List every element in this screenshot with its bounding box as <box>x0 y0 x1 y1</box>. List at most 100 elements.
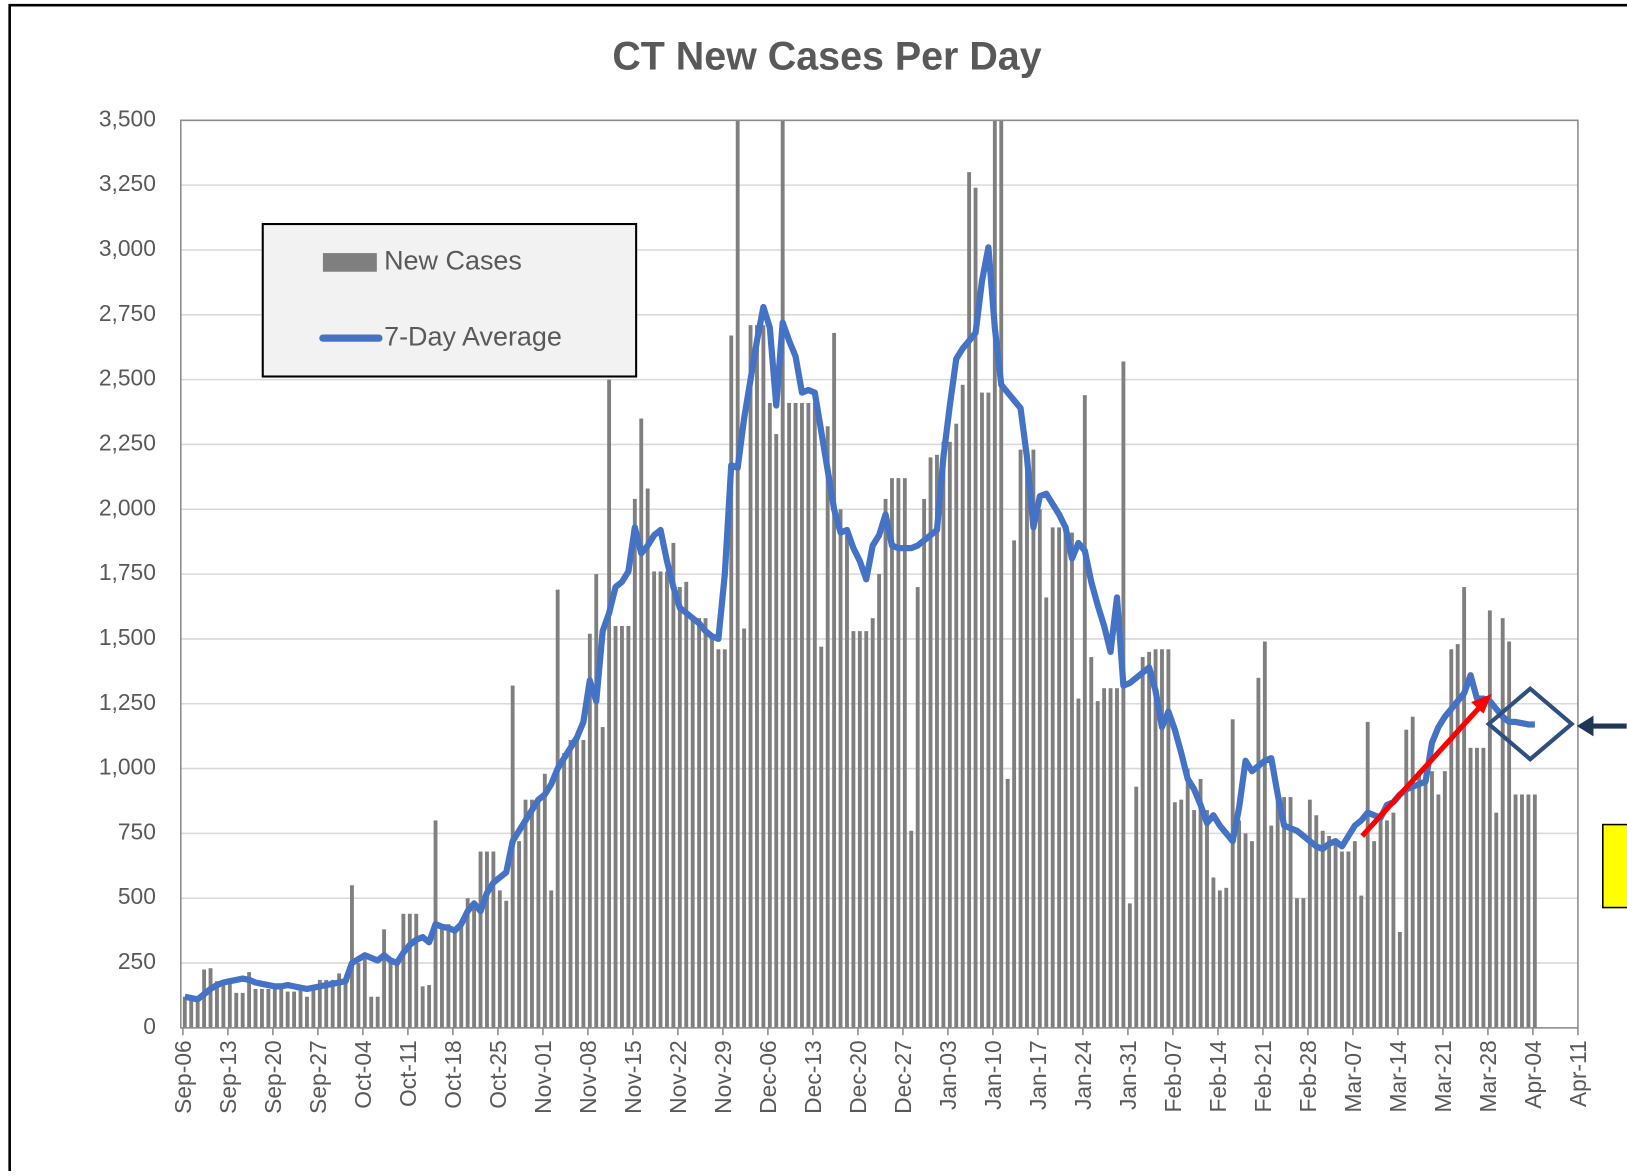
bar <box>1352 841 1357 1028</box>
x-tick-label: Mar-14 <box>1385 1040 1411 1113</box>
bar <box>825 426 830 1028</box>
bar <box>806 402 811 1028</box>
bar <box>684 581 689 1028</box>
bar <box>247 972 252 1028</box>
bar <box>1005 778 1010 1028</box>
bar <box>986 392 991 1028</box>
bar <box>800 402 804 1028</box>
bar <box>1269 825 1274 1028</box>
bar <box>1455 644 1460 1028</box>
bar <box>1301 898 1306 1028</box>
bar <box>414 913 419 1028</box>
bar <box>883 498 888 1028</box>
bar <box>1018 449 1023 1028</box>
bar <box>420 986 425 1028</box>
bar <box>1520 794 1524 1028</box>
bar <box>208 968 213 1028</box>
y-tick-label: 250 <box>118 948 156 974</box>
bar <box>1070 532 1074 1028</box>
bar <box>1192 810 1197 1028</box>
bar <box>587 633 592 1028</box>
bar <box>1185 768 1190 1028</box>
bar <box>266 988 271 1028</box>
bar <box>1314 815 1319 1028</box>
bar <box>658 571 663 1028</box>
bar <box>1372 841 1377 1028</box>
bar <box>1494 812 1499 1028</box>
bar <box>504 900 509 1028</box>
bar <box>260 988 264 1028</box>
y-tick-label: 500 <box>118 883 156 909</box>
bar <box>1224 887 1229 1028</box>
y-tick-label: 3,000 <box>99 235 156 261</box>
bar <box>832 332 837 1028</box>
bar <box>1526 794 1531 1028</box>
bar <box>401 913 406 1028</box>
bar <box>690 618 695 1028</box>
bar <box>1108 688 1113 1028</box>
x-tick-label: Jan-03 <box>935 1040 961 1110</box>
x-tick-label: Nov-08 <box>575 1040 601 1114</box>
bar <box>960 384 965 1028</box>
bar <box>440 924 444 1028</box>
bar <box>1012 540 1017 1028</box>
bar <box>1147 651 1152 1028</box>
line <box>184 244 1535 1003</box>
bar <box>1442 771 1447 1028</box>
bar <box>1140 657 1145 1028</box>
bar <box>215 981 219 1028</box>
bar <box>600 727 605 1028</box>
bar <box>677 587 682 1028</box>
bar <box>395 960 399 1028</box>
bar <box>221 981 226 1028</box>
bar <box>1378 812 1383 1028</box>
bar <box>337 973 342 1028</box>
bar <box>1057 527 1062 1028</box>
bar <box>356 963 361 1028</box>
bar <box>812 402 817 1028</box>
bar <box>819 646 824 1028</box>
bar <box>452 929 457 1028</box>
bar <box>922 498 927 1028</box>
y-tick-label: 1,250 <box>99 689 156 715</box>
bar <box>330 979 335 1028</box>
annotation-pointer-head <box>1576 715 1594 737</box>
bar <box>182 996 187 1028</box>
bar <box>446 924 451 1028</box>
bar <box>1333 838 1338 1028</box>
bar <box>870 618 875 1028</box>
bar <box>1082 395 1087 1028</box>
bar <box>465 898 470 1028</box>
bar <box>1462 587 1467 1028</box>
bar <box>851 631 856 1028</box>
bar <box>1211 877 1216 1028</box>
bar <box>1404 729 1409 1028</box>
bar <box>1230 719 1235 1028</box>
bar <box>665 571 669 1028</box>
bar <box>1262 641 1267 1028</box>
annotation-box <box>1602 823 1627 909</box>
bar <box>407 913 412 1028</box>
bar <box>485 851 489 1028</box>
bar <box>1391 812 1396 1028</box>
bar <box>234 992 239 1028</box>
bar <box>864 631 869 1028</box>
legend-box <box>261 222 638 378</box>
bar <box>227 981 232 1028</box>
bars <box>182 120 1537 1028</box>
bar <box>195 1001 200 1028</box>
bar <box>1532 794 1537 1028</box>
bar <box>523 799 528 1028</box>
bar <box>890 478 894 1028</box>
bar <box>362 957 367 1028</box>
bar <box>1275 797 1280 1028</box>
x-tick-label: Oct-25 <box>485 1040 511 1108</box>
x-tick-label: Jan-31 <box>1115 1040 1141 1110</box>
bar <box>954 423 959 1028</box>
x-tick-label: Sep-13 <box>215 1040 241 1114</box>
bar <box>857 631 862 1028</box>
x-tick-label: Dec-06 <box>755 1040 781 1114</box>
bar <box>1250 841 1254 1028</box>
bar <box>311 988 316 1028</box>
